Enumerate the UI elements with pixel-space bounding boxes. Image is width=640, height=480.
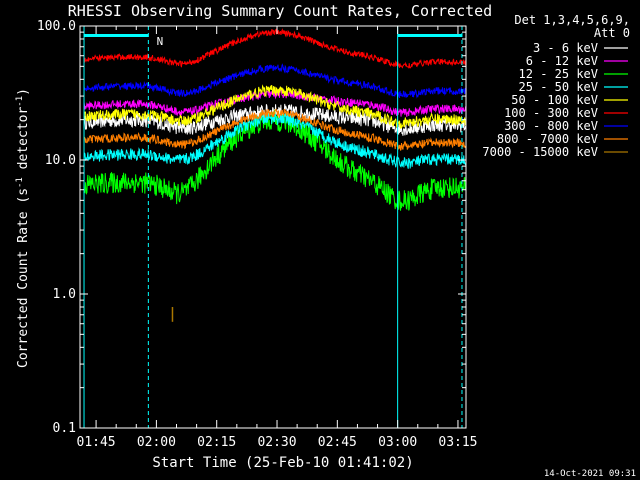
markers-layer: [83, 26, 463, 428]
y-axis-label: Corrected Count Rate (s-1 detector-1): [15, 88, 31, 368]
series-line-7: [83, 108, 466, 151]
series-line-3: [83, 112, 466, 169]
x-axis: 01:45 02:00 02:15 02:30 02:45 03:00 03:15: [77, 26, 478, 450]
x-axis-label: Start Time (25-Feb-10 01:41:02): [152, 455, 413, 471]
legend-label: 7000 - 15000 keV: [482, 145, 598, 159]
legend-label: 25 - 50 keV: [519, 80, 598, 94]
legend-header-attenuator: Att 0: [594, 26, 630, 40]
series-line-4: [83, 84, 466, 130]
x-tick-label: 02:15: [197, 435, 236, 450]
x-tick-label: 02:00: [137, 435, 176, 450]
x-tick-label: 01:45: [77, 435, 116, 450]
legend-label: 300 - 800 keV: [504, 119, 598, 133]
legend-label: 6 - 12 keV: [526, 54, 598, 68]
series-layer: [83, 28, 466, 322]
plot-frame: [79, 25, 467, 429]
footer-timestamp: 14-Oct-2021 09:31: [544, 469, 636, 479]
legend-header-detectors: Det 1,3,4,5,6,9,: [514, 13, 630, 27]
y-axis: 0.1 1.0 10.0 100.0: [37, 19, 466, 436]
flag-label: N: [157, 35, 164, 48]
series-line-5: [83, 28, 466, 70]
series-line-1: [83, 89, 466, 117]
x-tick-label: 02:30: [257, 435, 296, 450]
y-tick-label: 10.0: [45, 153, 76, 168]
legend-label: 100 - 300 keV: [504, 106, 598, 120]
legend-label: 50 - 100 keV: [511, 93, 598, 107]
legend-label: 800 - 7000 keV: [497, 132, 598, 146]
x-tick-label: 03:00: [378, 435, 417, 450]
y-tick-label: 0.1: [53, 421, 76, 436]
x-tick-label: 02:45: [318, 435, 357, 450]
legend-label: 3 - 6 keV: [533, 41, 598, 55]
legend-label: 12 - 25 keV: [519, 67, 598, 81]
series-line-6: [83, 63, 466, 99]
y-tick-label: 100.0: [37, 19, 76, 34]
chart-title: RHESSI Observing Summary Count Rates, Co…: [68, 2, 492, 20]
x-tick-label: 03:15: [438, 435, 477, 450]
y-tick-label: 1.0: [53, 287, 76, 302]
